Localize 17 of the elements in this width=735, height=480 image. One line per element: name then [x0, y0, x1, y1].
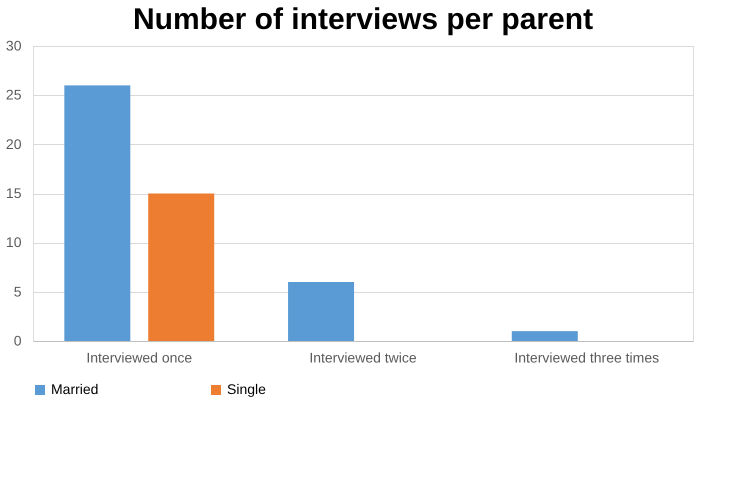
x-tick-label: Interviewed once: [86, 350, 192, 366]
y-tick-label: 25: [6, 86, 22, 103]
y-tick-label: 20: [6, 136, 22, 152]
bar: [288, 282, 354, 341]
y-tick-label: 5: [14, 283, 22, 300]
y-tick-label: 15: [6, 185, 22, 201]
y-tick-label: 30: [6, 38, 22, 54]
legend-label: Married: [51, 381, 98, 397]
bar: [512, 331, 578, 341]
bar: [148, 194, 214, 341]
y-tick-label: 0: [14, 332, 22, 348]
chart-title: Number of interviews per parent: [132, 3, 594, 36]
y-tick-label: 10: [6, 234, 22, 250]
x-tick-label: Interviewed three times: [514, 350, 660, 366]
x-tick-label: Interviewed twice: [309, 350, 417, 366]
legend-label: Single: [227, 381, 266, 397]
bar: [64, 85, 130, 341]
